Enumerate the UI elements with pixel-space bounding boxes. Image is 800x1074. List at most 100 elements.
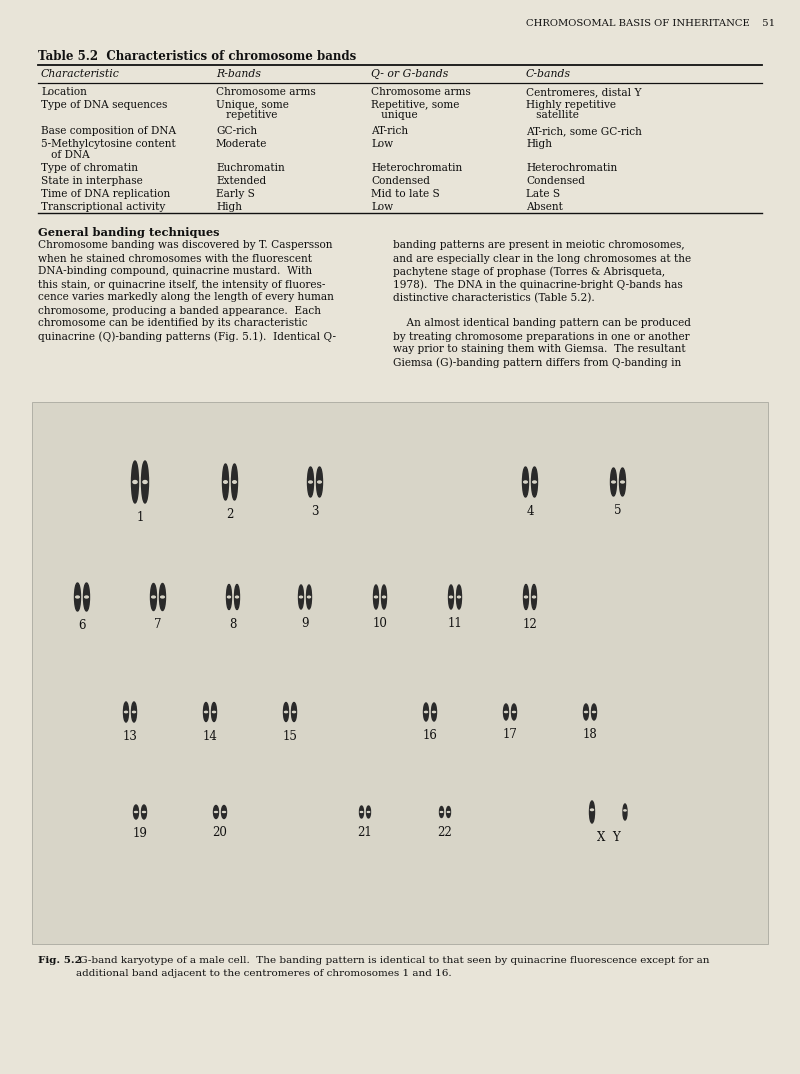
Ellipse shape (226, 584, 231, 610)
Ellipse shape (142, 461, 149, 503)
Text: 9: 9 (302, 616, 309, 630)
Text: cence varies markedly along the length of every human: cence varies markedly along the length o… (38, 292, 334, 303)
Ellipse shape (227, 596, 230, 598)
Ellipse shape (234, 584, 239, 610)
Text: 5: 5 (614, 504, 622, 517)
Text: Heterochromatin: Heterochromatin (371, 163, 462, 173)
Ellipse shape (283, 702, 289, 722)
Ellipse shape (307, 467, 314, 497)
Ellipse shape (317, 467, 322, 497)
Text: Q- or G-bands: Q- or G-bands (371, 69, 448, 79)
Ellipse shape (382, 585, 386, 609)
Ellipse shape (233, 481, 236, 483)
Text: by treating chromosome preparations in one or another: by treating chromosome preparations in o… (393, 332, 690, 342)
Text: Type of DNA sequences: Type of DNA sequences (41, 100, 167, 110)
Ellipse shape (309, 481, 312, 483)
Ellipse shape (591, 703, 597, 720)
Ellipse shape (583, 703, 589, 720)
Text: Transcriptional activity: Transcriptional activity (41, 202, 166, 212)
Text: Late S: Late S (526, 189, 560, 199)
Text: An almost identical banding pattern can be produced: An almost identical banding pattern can … (393, 319, 691, 329)
Ellipse shape (307, 596, 310, 598)
Ellipse shape (224, 481, 227, 483)
Text: General banding techniques: General banding techniques (38, 227, 219, 238)
Text: 1: 1 (136, 511, 144, 524)
Text: 13: 13 (122, 730, 138, 743)
Text: Extended: Extended (216, 176, 266, 186)
Text: Base composition of DNA: Base composition of DNA (41, 126, 176, 136)
Text: 3: 3 (311, 505, 318, 518)
Text: Chromosome arms: Chromosome arms (216, 87, 316, 97)
Ellipse shape (293, 711, 295, 713)
FancyBboxPatch shape (32, 402, 768, 944)
Text: 2: 2 (226, 508, 234, 521)
Ellipse shape (133, 711, 135, 713)
Text: 5-Methylcytosine content: 5-Methylcytosine content (41, 139, 176, 149)
Text: 15: 15 (282, 729, 298, 742)
Ellipse shape (533, 596, 535, 598)
Ellipse shape (131, 461, 138, 503)
Ellipse shape (610, 468, 617, 496)
Ellipse shape (533, 481, 536, 483)
Text: way prior to staining them with Giemsa.  The resultant: way prior to staining them with Giemsa. … (393, 345, 686, 354)
Text: Low: Low (371, 202, 393, 212)
Ellipse shape (612, 481, 615, 483)
Text: GC-rich: GC-rich (216, 126, 257, 136)
Ellipse shape (585, 711, 587, 712)
Text: Euchromatin: Euchromatin (216, 163, 285, 173)
Text: Chromosome banding was discovered by T. Caspersson: Chromosome banding was discovered by T. … (38, 241, 333, 250)
Ellipse shape (366, 806, 370, 818)
Text: and are especially clear in the long chromosomes at the: and are especially clear in the long chr… (393, 253, 691, 263)
Ellipse shape (211, 702, 217, 722)
Text: Heterochromatin: Heterochromatin (526, 163, 618, 173)
Text: X  Y: X Y (597, 831, 620, 844)
Text: 16: 16 (422, 729, 438, 742)
Text: Repetitive, some: Repetitive, some (371, 100, 459, 110)
Ellipse shape (76, 596, 79, 598)
Text: Chromosome arms: Chromosome arms (371, 87, 470, 97)
Ellipse shape (593, 711, 595, 712)
Text: Mid to late S: Mid to late S (371, 189, 440, 199)
Text: Early S: Early S (216, 189, 255, 199)
Ellipse shape (150, 583, 157, 610)
Ellipse shape (213, 711, 215, 713)
Text: Absent: Absent (526, 202, 563, 212)
Text: 12: 12 (522, 618, 538, 630)
Ellipse shape (214, 806, 218, 818)
Text: 21: 21 (358, 826, 372, 839)
Text: High: High (526, 139, 552, 149)
Ellipse shape (450, 596, 453, 598)
Text: 7: 7 (154, 619, 162, 632)
Ellipse shape (306, 585, 311, 609)
Ellipse shape (458, 596, 461, 598)
Ellipse shape (374, 596, 378, 598)
Text: 22: 22 (438, 826, 452, 839)
Ellipse shape (318, 481, 322, 483)
Ellipse shape (161, 596, 164, 598)
Ellipse shape (590, 809, 594, 811)
Ellipse shape (159, 583, 166, 610)
Ellipse shape (382, 596, 386, 598)
Ellipse shape (503, 703, 509, 720)
Ellipse shape (131, 702, 137, 722)
Ellipse shape (203, 702, 209, 722)
Text: 11: 11 (448, 616, 462, 630)
Text: 18: 18 (582, 728, 598, 741)
Ellipse shape (425, 711, 427, 713)
Text: quinacrine (Q)-banding patterns (Fig. 5.1).  Identical Q-: quinacrine (Q)-banding patterns (Fig. 5.… (38, 332, 336, 342)
Ellipse shape (619, 468, 626, 496)
Text: Giemsa (G)-banding pattern differs from Q-banding in: Giemsa (G)-banding pattern differs from … (393, 358, 682, 368)
Ellipse shape (359, 806, 363, 818)
Text: banding patterns are present in meiotic chromosomes,: banding patterns are present in meiotic … (393, 241, 685, 250)
Text: 14: 14 (202, 729, 218, 742)
Text: chromosome can be identified by its characteristic: chromosome can be identified by its char… (38, 319, 308, 329)
Ellipse shape (133, 480, 137, 483)
Ellipse shape (125, 711, 127, 713)
Text: pachytene stage of prophase (Torres & Abrisqueta,: pachytene stage of prophase (Torres & Ab… (393, 266, 665, 277)
Ellipse shape (235, 596, 238, 598)
Ellipse shape (83, 583, 90, 611)
Text: satellite: satellite (526, 111, 579, 120)
Ellipse shape (590, 801, 594, 823)
Ellipse shape (299, 596, 302, 598)
Ellipse shape (231, 464, 238, 500)
